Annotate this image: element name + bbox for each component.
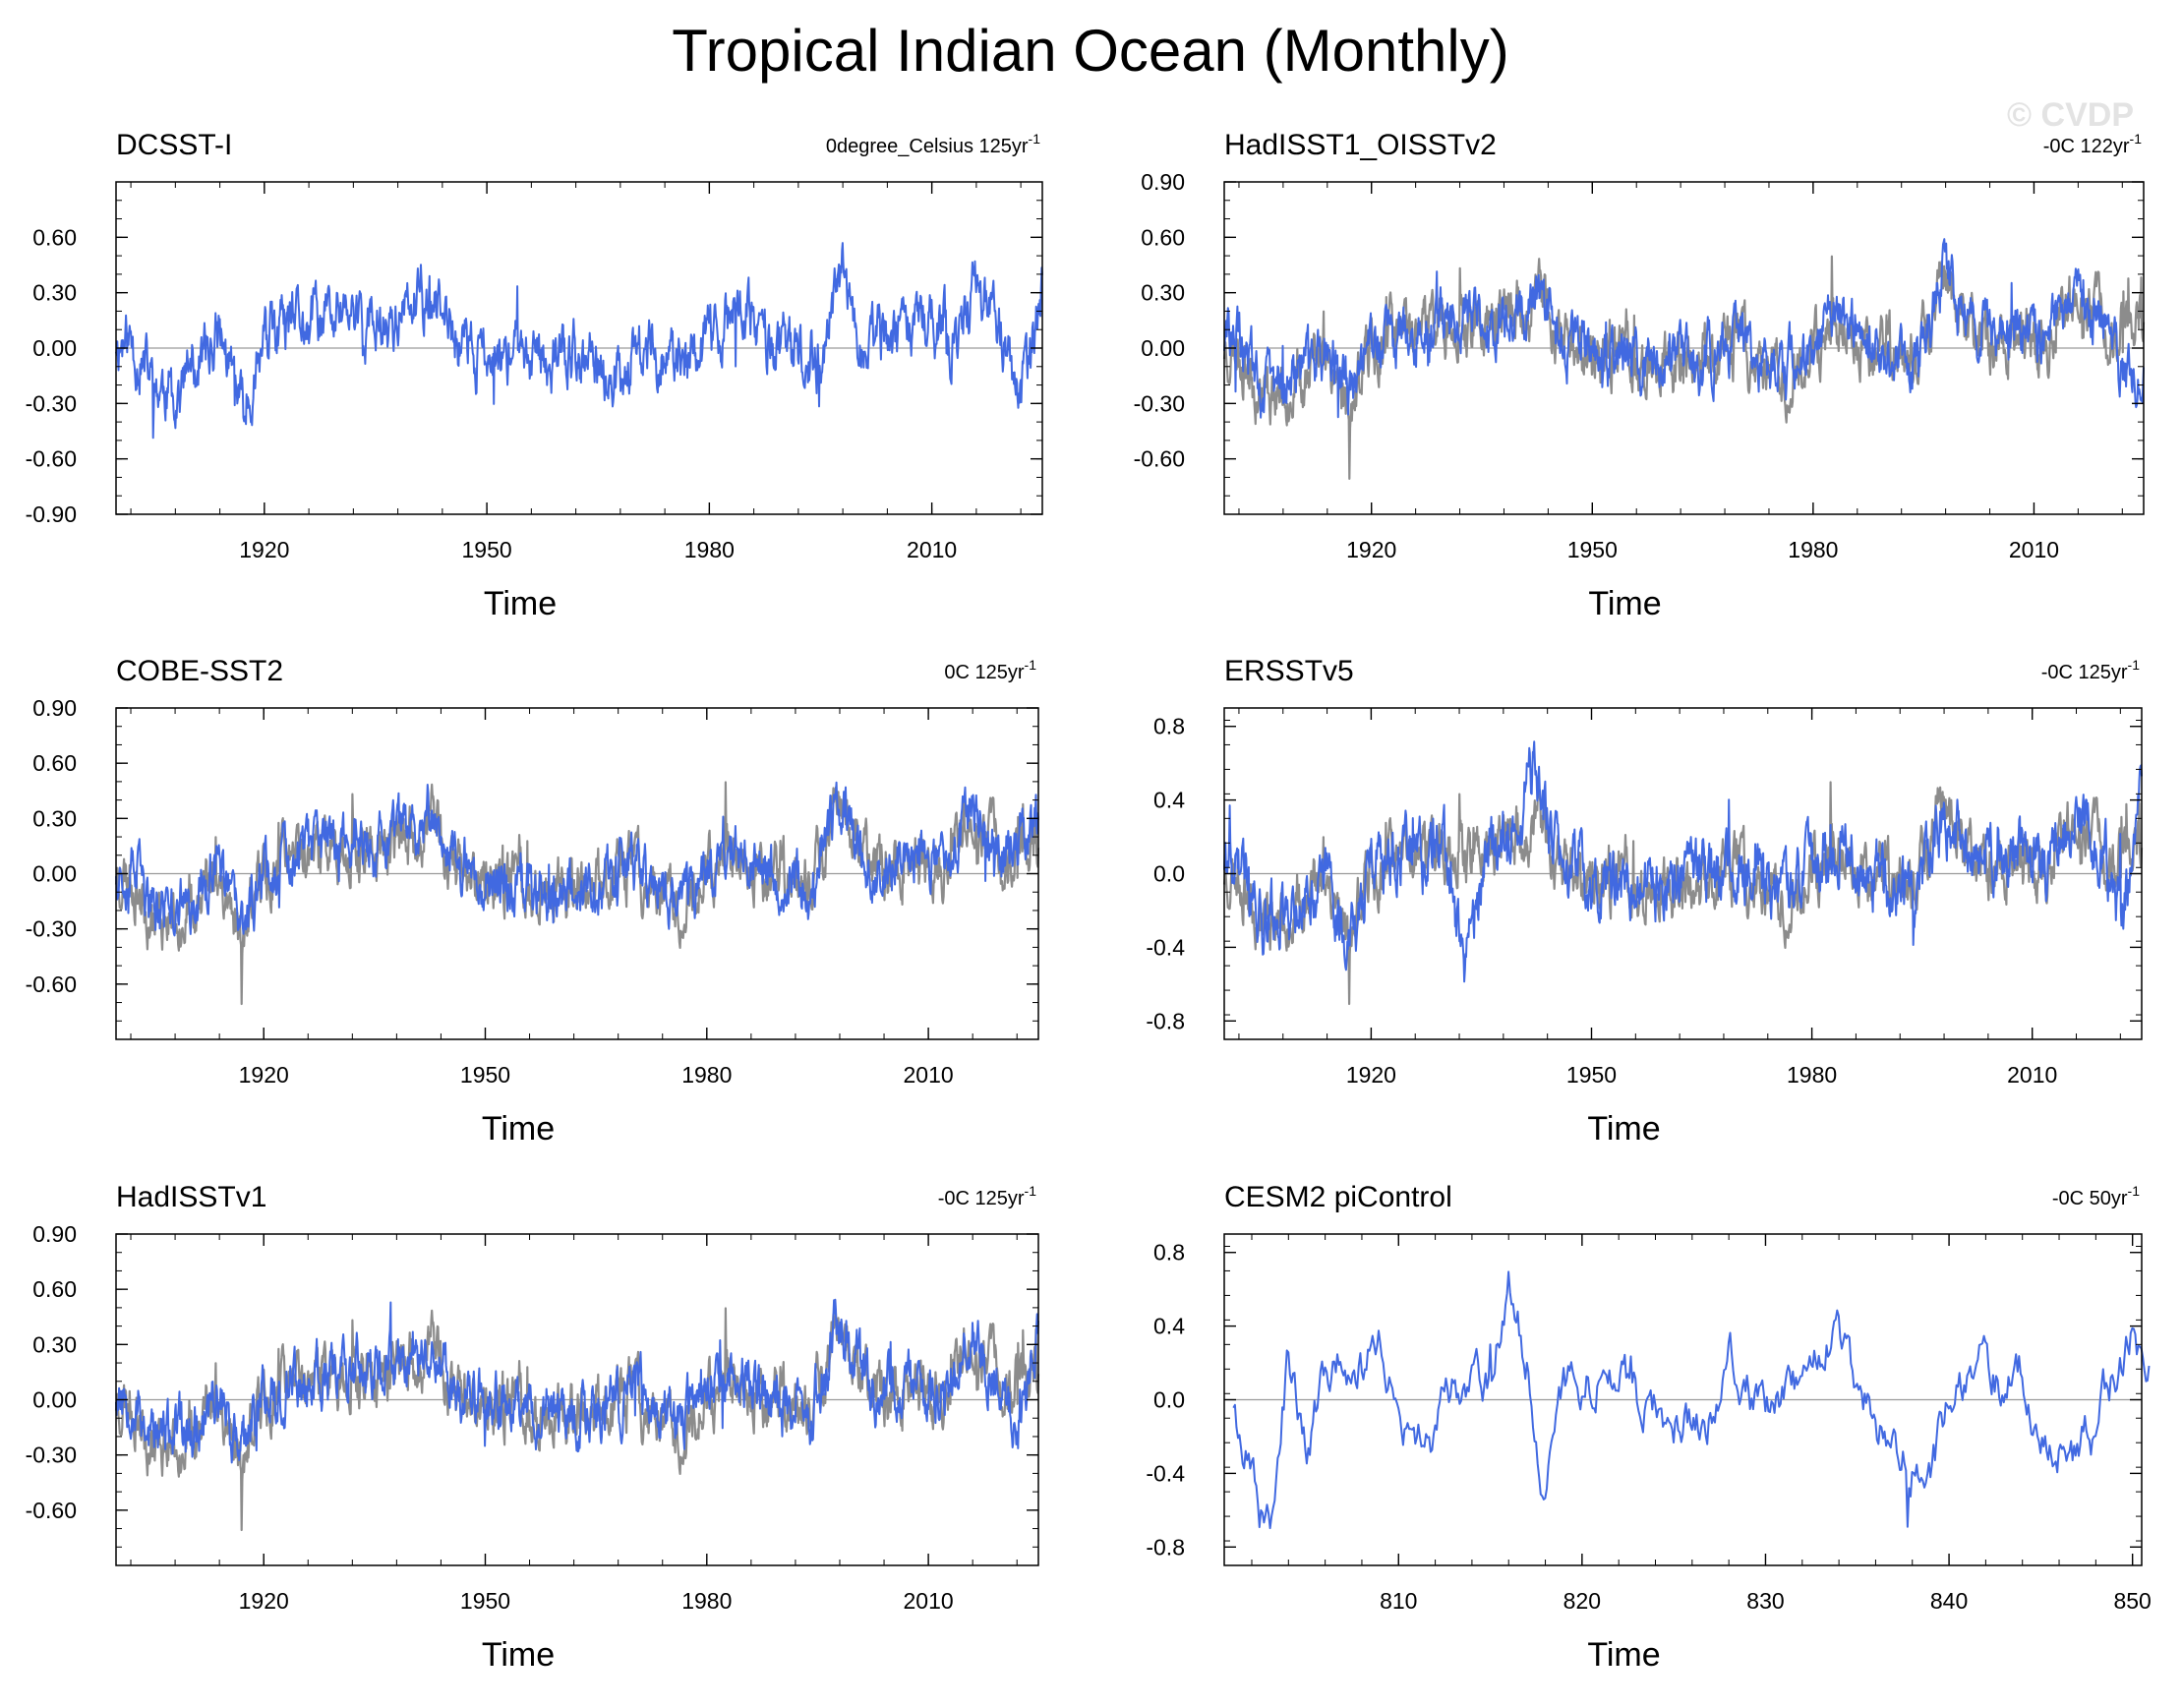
x-tick-label: 1950 — [460, 1062, 510, 1088]
reference-series-line — [1222, 781, 2144, 1006]
y-tick-label: 0.60 — [32, 1276, 77, 1302]
y-tick-label: 0.30 — [32, 1331, 77, 1357]
y-tick-label: 0.60 — [32, 224, 77, 250]
x-tick-label: 830 — [1746, 1588, 1784, 1614]
y-tick-label: -0.8 — [1146, 1008, 1185, 1033]
dataset-series-line — [1223, 740, 2143, 983]
panel-2: HadISST1_OISSTv2 -0C 122yr-1 1920 1950 1980 2… — [1134, 129, 2146, 622]
dataset-series-line — [1223, 238, 2145, 419]
panel-units: 0C 125yr-1 — [944, 657, 1036, 683]
panel-4: ERSSTv5 -0C 125yr-1 1920 1950 1980 2010 -0.8 -0… — [1146, 655, 2144, 1148]
dataset-series-line — [1232, 1270, 2151, 1530]
y-tick-label: 0.00 — [32, 1387, 77, 1413]
x-tick-label: 2010 — [2009, 537, 2059, 562]
y-tick-label: 0.30 — [1141, 280, 1185, 306]
y-tick-label: -0.60 — [26, 972, 77, 997]
panel-units: -0C 125yr-1 — [938, 1183, 1036, 1209]
y-tick-label: 0.4 — [1153, 788, 1185, 813]
x-axis-label: Time — [1587, 1636, 1660, 1674]
y-tick-label: 0.0 — [1153, 1387, 1185, 1413]
y-tick-label: -0.4 — [1146, 934, 1185, 960]
y-tick-label: 0.00 — [32, 335, 77, 361]
x-tick-label: 1920 — [1346, 537, 1396, 562]
x-tick-label: 2010 — [904, 1588, 954, 1614]
y-tick-label: 0.00 — [32, 861, 77, 887]
y-tick-label: -0.4 — [1146, 1460, 1185, 1486]
x-tick-label: 1920 — [239, 1588, 289, 1614]
panel-units: -0C 125yr-1 — [2041, 657, 2140, 683]
y-tick-label: -0.30 — [1134, 390, 1185, 416]
y-tick-label: 0.8 — [1153, 714, 1185, 739]
y-tick-label: 0.90 — [32, 1221, 77, 1247]
y-tick-label: -0.90 — [26, 501, 77, 527]
y-tick-label: -0.30 — [26, 390, 77, 416]
x-tick-label: 1980 — [684, 537, 735, 562]
x-tick-label: 840 — [1930, 1588, 1968, 1614]
y-tick-label: 0.00 — [1141, 335, 1185, 361]
x-tick-label: 1980 — [1788, 537, 1838, 562]
x-axis-label: Time — [1588, 585, 1661, 622]
y-tick-label: -0.30 — [26, 1443, 77, 1468]
y-tick-label: 0.90 — [1141, 169, 1185, 195]
x-axis-label: Time — [1587, 1110, 1660, 1148]
panel-title: HadISST1_OISSTv2 — [1224, 129, 1497, 161]
x-tick-label: 1980 — [681, 1062, 732, 1088]
panels: DCSST-I 0degree_Celsius 125yr-1 1920 1950 19… — [26, 129, 2152, 1674]
x-axis-label: Time — [482, 1636, 555, 1674]
y-tick-label: 0.90 — [32, 695, 77, 721]
panel-units: -0C 50yr-1 — [2052, 1183, 2140, 1209]
x-tick-label: 850 — [2113, 1588, 2151, 1614]
panel-title: DCSST-I — [116, 129, 232, 161]
x-tick-label: 1950 — [1567, 537, 1618, 562]
x-tick-label: 1920 — [239, 1062, 289, 1088]
panel-title: COBE-SST2 — [116, 655, 283, 687]
x-tick-label: 2010 — [907, 537, 957, 562]
panel-6: CESM2 piControl -0C 50yr-1 810 820 830 840 850… — [1146, 1181, 2151, 1674]
x-tick-label: 1950 — [460, 1588, 510, 1614]
watermark: © CVDP — [2007, 96, 2134, 134]
figure-title: Tropical Indian Ocean (Monthly) — [672, 18, 1508, 84]
y-tick-label: 0.60 — [32, 750, 77, 776]
panel-title: CESM2 piControl — [1224, 1181, 1452, 1213]
y-tick-label: 0.30 — [32, 280, 77, 306]
y-tick-label: 0.30 — [32, 805, 77, 831]
y-tick-label: 0.8 — [1153, 1240, 1185, 1266]
y-tick-label: -0.60 — [26, 1498, 77, 1523]
x-tick-label: 1980 — [1787, 1062, 1837, 1088]
x-tick-label: 1950 — [1566, 1062, 1617, 1088]
y-tick-label: -0.30 — [26, 916, 77, 942]
x-axis-label: Time — [484, 585, 557, 622]
x-tick-label: 810 — [1380, 1588, 1417, 1614]
y-tick-label: 0.60 — [1141, 224, 1185, 250]
x-tick-label: 1920 — [1346, 1062, 1396, 1088]
y-tick-label: -0.60 — [1134, 446, 1185, 472]
panel-title: ERSSTv5 — [1224, 655, 1354, 687]
dataset-series-line — [115, 781, 1039, 937]
x-tick-label: 1920 — [239, 537, 289, 562]
x-tick-label: 1950 — [462, 537, 512, 562]
y-tick-label: -0.8 — [1146, 1534, 1185, 1560]
y-tick-label: 0.0 — [1153, 861, 1185, 887]
panel-units: -0C 122yr-1 — [2043, 131, 2142, 157]
reference-series-line — [114, 781, 1040, 1006]
y-tick-label: -0.60 — [26, 446, 77, 472]
panel-3: COBE-SST2 0C 125yr-1 1920 1950 1980 2010 -0.60… — [26, 655, 1040, 1148]
y-tick-label: 0.4 — [1153, 1314, 1185, 1339]
panel-5: HadISSTv1 -0C 125yr-1 1920 1950 1980 2010 -0.6… — [26, 1181, 1040, 1674]
x-tick-label: 1980 — [681, 1588, 732, 1614]
dataset-series-line — [115, 1298, 1039, 1464]
dataset-series-line — [115, 242, 1043, 440]
x-tick-label: 2010 — [2007, 1062, 2057, 1088]
x-tick-label: 820 — [1563, 1588, 1601, 1614]
panel-title: HadISSTv1 — [116, 1181, 266, 1213]
x-axis-label: Time — [482, 1110, 555, 1148]
panel-units: 0degree_Celsius 125yr-1 — [826, 131, 1040, 157]
x-tick-label: 2010 — [904, 1062, 954, 1088]
panel-1: DCSST-I 0degree_Celsius 125yr-1 1920 1950 19… — [26, 129, 1043, 622]
